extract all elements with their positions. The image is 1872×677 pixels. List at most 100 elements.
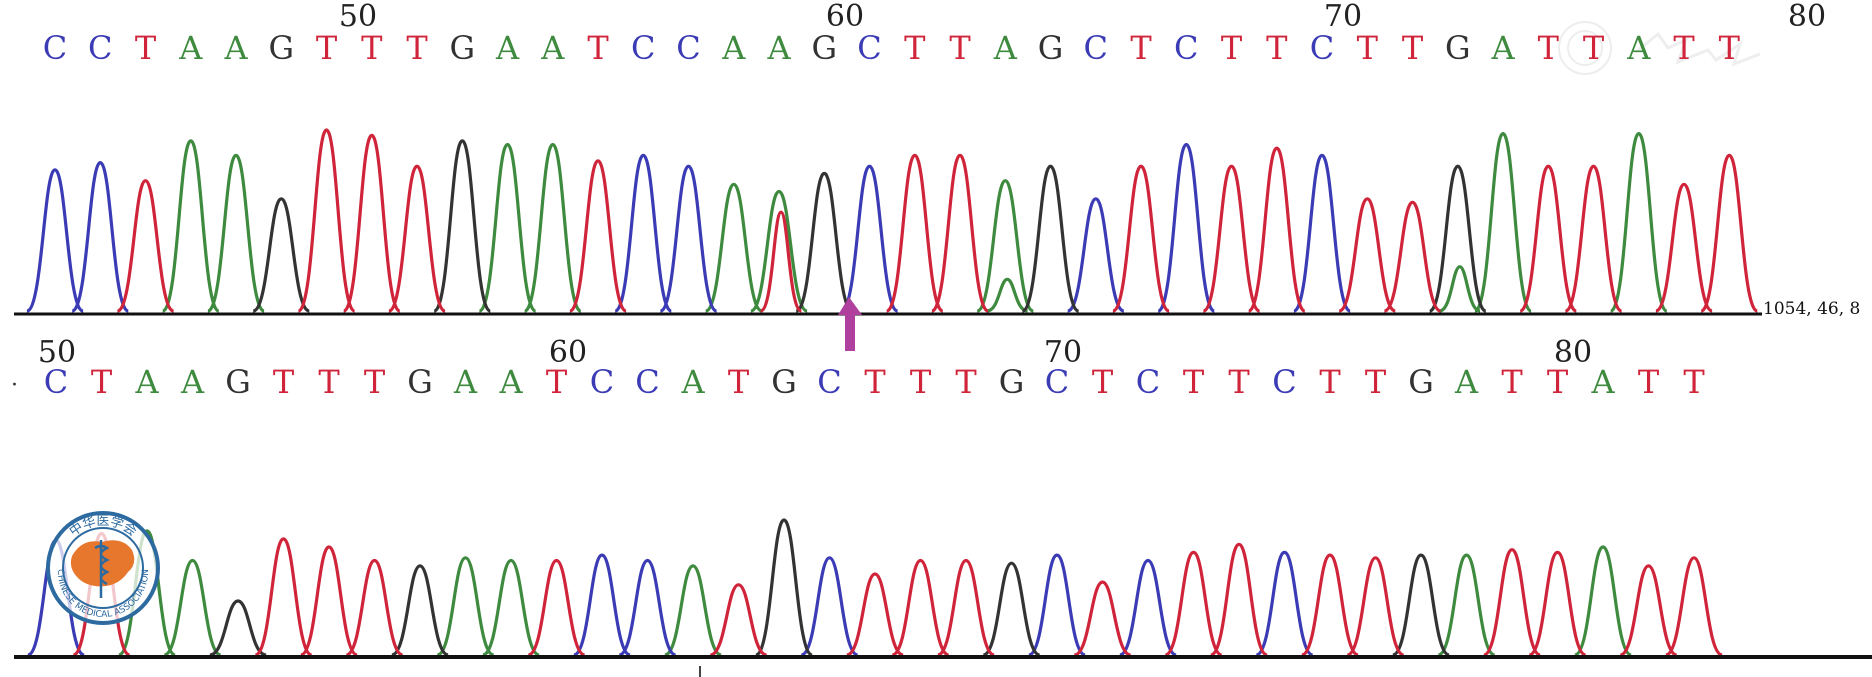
top-position-label: 80 [1788,0,1826,34]
bot-base-call: T [1501,363,1523,401]
top-trace-g [252,139,1487,313]
top-base-call: C [88,29,112,67]
bot-trace-g [209,518,1450,657]
top-base-call: T [406,29,428,67]
bot-base-call: T [1638,363,1660,401]
top-base-call: C [631,29,655,67]
bot-base-call: A [453,363,478,401]
bot-base-call: T [955,363,977,401]
bot-base-call: T [728,363,750,401]
top-base-call: C [676,29,700,67]
bot-base-call: T [91,363,113,401]
trace-readout: 1054, 46, 8 [1763,299,1860,319]
top-base-call: C [1310,29,1334,67]
bot-base-call: A [134,363,159,401]
association-logo-icon: 中华医学会 CHINESE MEDICAL ASSOCIATION [46,511,160,625]
bot-trace-a [117,529,1632,657]
bot-base-call: T [1183,363,1205,401]
top-base-call: A [178,29,203,67]
top-base-call: T [1719,29,1741,67]
top-base-call: T [1357,29,1379,67]
top-position-label: 60 [826,0,864,34]
bot-position-label: 60 [549,335,587,370]
top-base-call: C [1084,29,1108,67]
bot-base-call: A [680,363,705,401]
top-base-call: T [949,29,971,67]
top-base-call: C [857,29,881,67]
bot-base-call: A [180,363,205,401]
bot-base-call: C [817,363,841,401]
bot-base-call: C [44,363,68,401]
bot-base-call: T [1228,363,1250,401]
top-base-call: A [223,29,248,67]
bot-base-call: G [999,363,1025,401]
bot-base-call: T [910,363,932,401]
top-base-call: G [811,29,837,67]
bot-base-call: G [1408,363,1434,401]
top-base-call: G [449,29,475,67]
bot-base-call: A [498,363,523,401]
bot-trace-t [72,531,1723,657]
top-base-call: T [1402,29,1424,67]
top-base-call: A [495,29,520,67]
top-base-call: C [43,29,67,67]
top-base-call: T [361,29,383,67]
watermark-seal-icon [1558,21,1761,75]
top-base-call: T [904,29,926,67]
top-base-call: T [1130,29,1152,67]
top-position-label: 50 [339,0,377,34]
top-base-call: G [268,29,294,67]
top-base-call: G [1038,29,1064,67]
top-base-call: T [316,29,338,67]
bot-base-call: C [1272,363,1296,401]
bot-base-call: C [1136,363,1160,401]
bot-base-call: T [546,363,568,401]
bot-base-call: T [1547,363,1569,401]
bot-base-call: C [1045,363,1069,401]
bot-base-call: A [1454,363,1479,401]
bot-base-call: G [407,363,433,401]
top-position-label: 70 [1324,0,1362,34]
top-base-call: T [135,29,157,67]
top-trace [26,128,1759,313]
top-position-labels: 50 60 70 80 [339,0,1826,34]
bot-base-call: T [1365,363,1387,401]
variant-arrow-icon [838,297,862,351]
bot-base-call: G [225,363,251,401]
bot-base-call: T [1683,363,1705,401]
top-base-call: A [993,29,1018,67]
top-base-call: T [1538,29,1560,67]
bot-base-call: T [364,363,386,401]
bottom-position-labels: 50 60 70 80 [38,335,1592,370]
top-base-call: A [1626,29,1651,67]
bot-base-call: T [1092,363,1114,401]
bot-base-call: T [318,363,340,401]
top-base-call: C [1174,29,1198,67]
bot-base-call: T [273,363,295,401]
top-base-call: A [1490,29,1515,67]
top-base-call: A [766,29,791,67]
top-trace-c [26,142,1352,313]
edge-mark: · [11,373,18,398]
bot-position-label: 50 [38,335,76,370]
bot-position-label: 80 [1554,335,1592,370]
top-trace-t [116,128,1759,313]
bot-position-label: 70 [1044,335,1082,370]
bot-base-call: T [1319,363,1341,401]
top-base-call: G [1445,29,1471,67]
bottom-trace [26,518,1723,657]
bot-base-call: G [771,363,797,401]
top-base-call: T [587,29,609,67]
top-trace-a [161,132,1669,313]
top-base-call: T [1583,29,1605,67]
top-base-call: T [1221,29,1243,67]
bot-base-call: C [635,363,659,401]
bot-base-call: C [590,363,614,401]
bot-base-call: T [864,363,886,401]
top-base-call: A [721,29,746,67]
top-base-call: T [1673,29,1695,67]
top-base-call: A [540,29,565,67]
